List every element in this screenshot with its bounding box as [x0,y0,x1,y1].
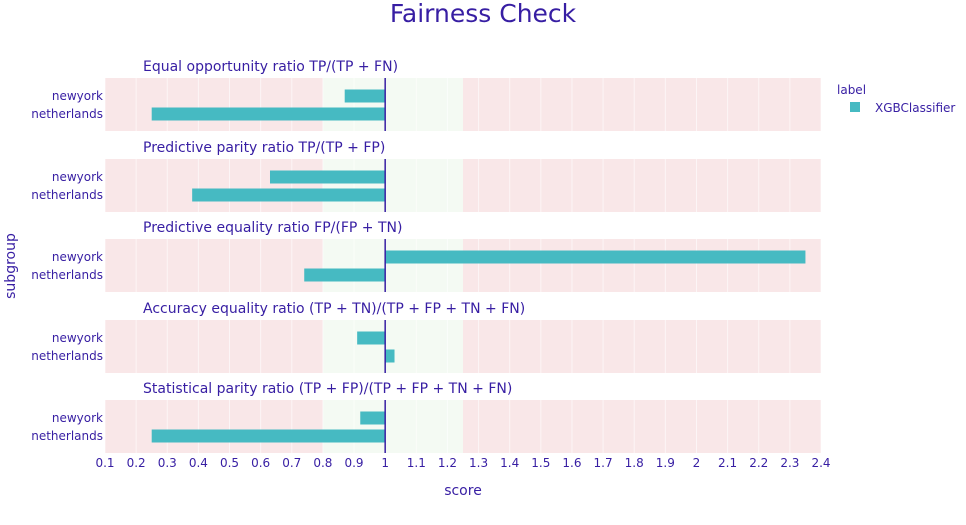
x-axis: 0.1 0.2 0.3 0.4 0.5 0.6 0.7 0.8 0.9 1 1.1 1.2 1.3 1.4… [95,456,830,470]
bar-newyork[interactable] [360,411,386,425]
fair-zone [322,400,463,453]
x-tick-label: 1.9 [656,456,675,470]
category-label: netherlands [31,107,103,121]
x-tick-label: 1.7 [594,456,613,470]
unfair-zone-high [463,400,821,453]
fair-zone [322,239,463,292]
x-tick-label: 2 [693,456,701,470]
unfair-zone-low [105,78,323,131]
bar-newyork[interactable] [357,331,386,345]
category-label: newyork [52,89,103,103]
unfair-zone-high [463,159,821,212]
x-tick-label: 0.1 [95,456,114,470]
chart-panels: Equal opportunity ratio TP/(TP + FN) newy… [31,59,822,453]
x-tick-label: 0.7 [282,456,301,470]
x-tick-label: 1.3 [469,456,488,470]
x-tick-label: 0.4 [189,456,208,470]
fair-zone [322,159,463,212]
x-tick-label: 1 [381,456,389,470]
bar-netherlands[interactable] [304,268,386,282]
unfair-zone-low [105,400,323,453]
panel-title: Accuracy equality ratio (TP + TN)/(TP + … [143,301,525,317]
category-label: newyork [52,331,103,345]
unfair-zone-low [105,159,323,212]
bar-newyork[interactable] [385,250,806,264]
panel-2: Predictive parity ratio TP/(TP + FP) newy… [31,140,822,212]
unfair-zone-low [105,239,323,292]
bar-netherlands[interactable] [151,107,386,121]
category-label: netherlands [31,188,103,202]
x-tick-label: 1.1 [407,456,426,470]
x-tick-label: 1.8 [625,456,644,470]
panel-4: Accuracy equality ratio (TP + TN)/(TP + … [31,301,822,373]
unfair-zone-high [463,78,821,131]
x-tick-label: 2.2 [749,456,768,470]
x-tick-label: 2.3 [780,456,799,470]
x-tick-label: 2.4 [811,456,830,470]
chart-title: Fairness Check [390,0,577,28]
legend-swatch [850,102,860,112]
y-axis-title: subgroup [3,233,19,299]
x-tick-label: 0.3 [158,456,177,470]
x-axis-title: score [444,483,482,499]
fair-zone [322,320,463,373]
x-tick-label: 0.6 [251,456,270,470]
panel-3: Predictive equality ratio FP/(FP + TN) ne… [31,220,822,292]
legend[interactable]: label XGBClassifier [837,83,955,115]
panel-1: Equal opportunity ratio TP/(TP + FN) newy… [31,59,822,131]
category-label: netherlands [31,429,103,443]
x-tick-label: 0.5 [220,456,239,470]
fair-zone [322,78,463,131]
panel-5: Statistical parity ratio (TP + FP)/(TP +… [31,381,822,453]
x-tick-label: 1.6 [562,456,581,470]
unfair-zone-high [463,320,821,373]
bar-netherlands[interactable] [385,349,395,363]
panel-title: Predictive parity ratio TP/(TP + FP) [143,140,385,156]
x-tick-label: 1.2 [438,456,457,470]
unfair-zone-low [105,320,323,373]
category-label: netherlands [31,268,103,282]
panel-title: Statistical parity ratio (TP + FP)/(TP +… [143,381,512,397]
legend-title: label [837,83,866,97]
legend-item-label[interactable]: XGBClassifier [875,101,955,115]
panel-title: Predictive equality ratio FP/(FP + TN) [143,220,402,236]
panel-title: Equal opportunity ratio TP/(TP + FN) [143,59,398,75]
x-tick-label: 1.5 [531,456,550,470]
bar-newyork[interactable] [269,170,386,184]
x-tick-label: 0.8 [313,456,332,470]
category-label: netherlands [31,349,103,363]
x-tick-label: 0.2 [127,456,146,470]
bar-netherlands[interactable] [151,429,386,443]
x-tick-label: 2.1 [718,456,737,470]
unfair-zone-high [463,239,821,292]
category-label: newyork [52,250,103,264]
category-label: newyork [52,170,103,184]
bar-netherlands[interactable] [192,188,386,202]
category-label: newyork [52,411,103,425]
x-tick-label: 1.4 [500,456,519,470]
bar-newyork[interactable] [344,89,386,103]
x-tick-label: 0.9 [344,456,363,470]
